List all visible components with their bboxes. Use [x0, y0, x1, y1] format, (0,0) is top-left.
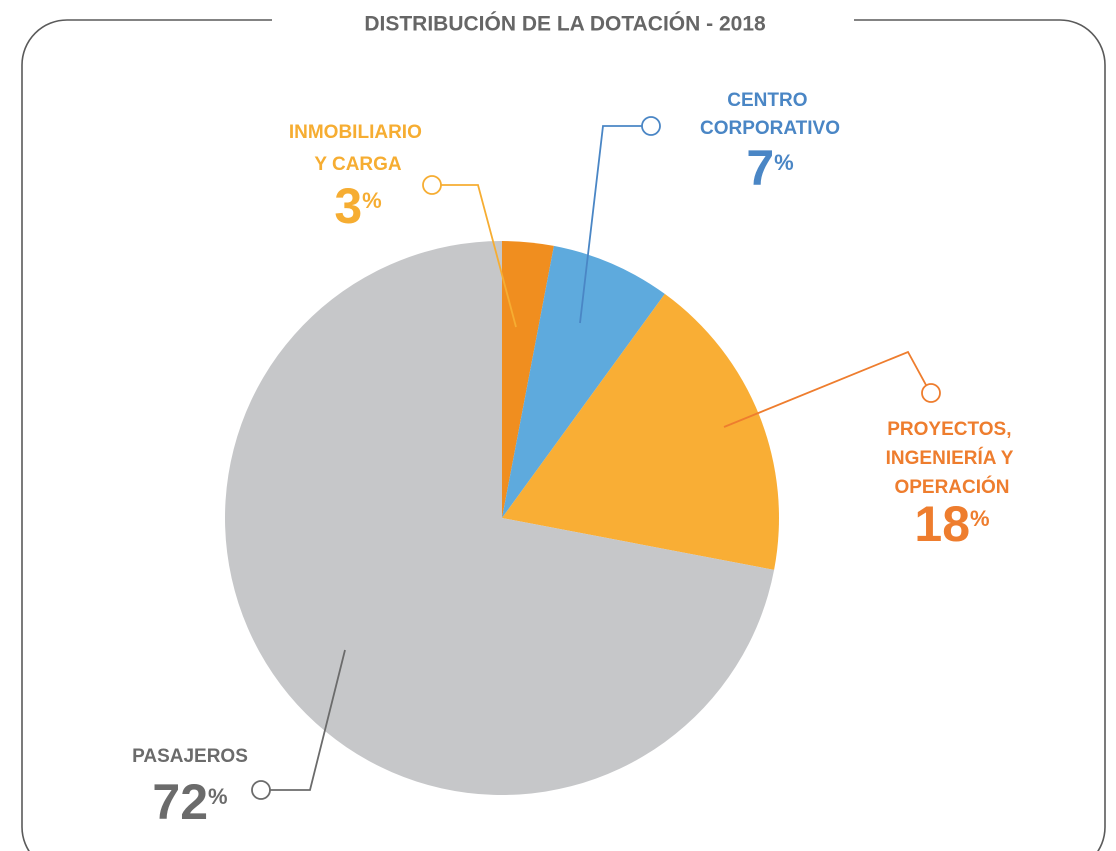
leader-dot — [422, 175, 442, 195]
leader-dot — [641, 116, 661, 136]
slice-label: CENTRO CORPORATIVO — [700, 90, 840, 139]
leader-line — [723, 350, 927, 428]
leader-line — [441, 184, 517, 328]
title-gap — [272, 8, 854, 32]
value-label: 72% — [152, 774, 227, 830]
pie-slice — [502, 293, 780, 570]
value-label: 3% — [334, 178, 381, 234]
leader-line — [270, 649, 346, 791]
slice-label: PROYECTOS, INGENIERÍA Y OPERACIÓN — [886, 419, 1019, 498]
pie-slice — [224, 241, 775, 795]
value-label: 7% — [746, 140, 793, 196]
value-label: 18% — [914, 496, 989, 552]
pie-slice — [502, 245, 665, 518]
slice-label: INMOBILIARIO Y CARGA — [289, 122, 427, 175]
leader-dot — [921, 383, 941, 403]
chart-title: DISTRIBUCIÓN DE LA DOTACIÓN - 2018 — [364, 12, 766, 36]
leader-dot — [251, 780, 271, 800]
pie-slice — [502, 241, 554, 518]
slice-label: PASAJEROS — [132, 746, 248, 767]
leader-line — [579, 125, 642, 324]
